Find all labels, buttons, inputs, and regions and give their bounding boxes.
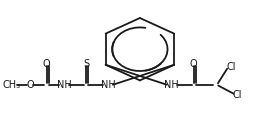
Text: Cl: Cl <box>226 62 236 72</box>
Text: Cl: Cl <box>233 90 242 100</box>
Text: O: O <box>190 59 198 69</box>
Text: NH: NH <box>101 80 116 90</box>
Text: S: S <box>83 59 89 69</box>
Text: NH: NH <box>164 80 179 90</box>
Text: CH₃: CH₃ <box>2 80 20 90</box>
Text: NH: NH <box>57 80 72 90</box>
Text: O: O <box>26 80 34 90</box>
Text: O: O <box>43 59 50 69</box>
